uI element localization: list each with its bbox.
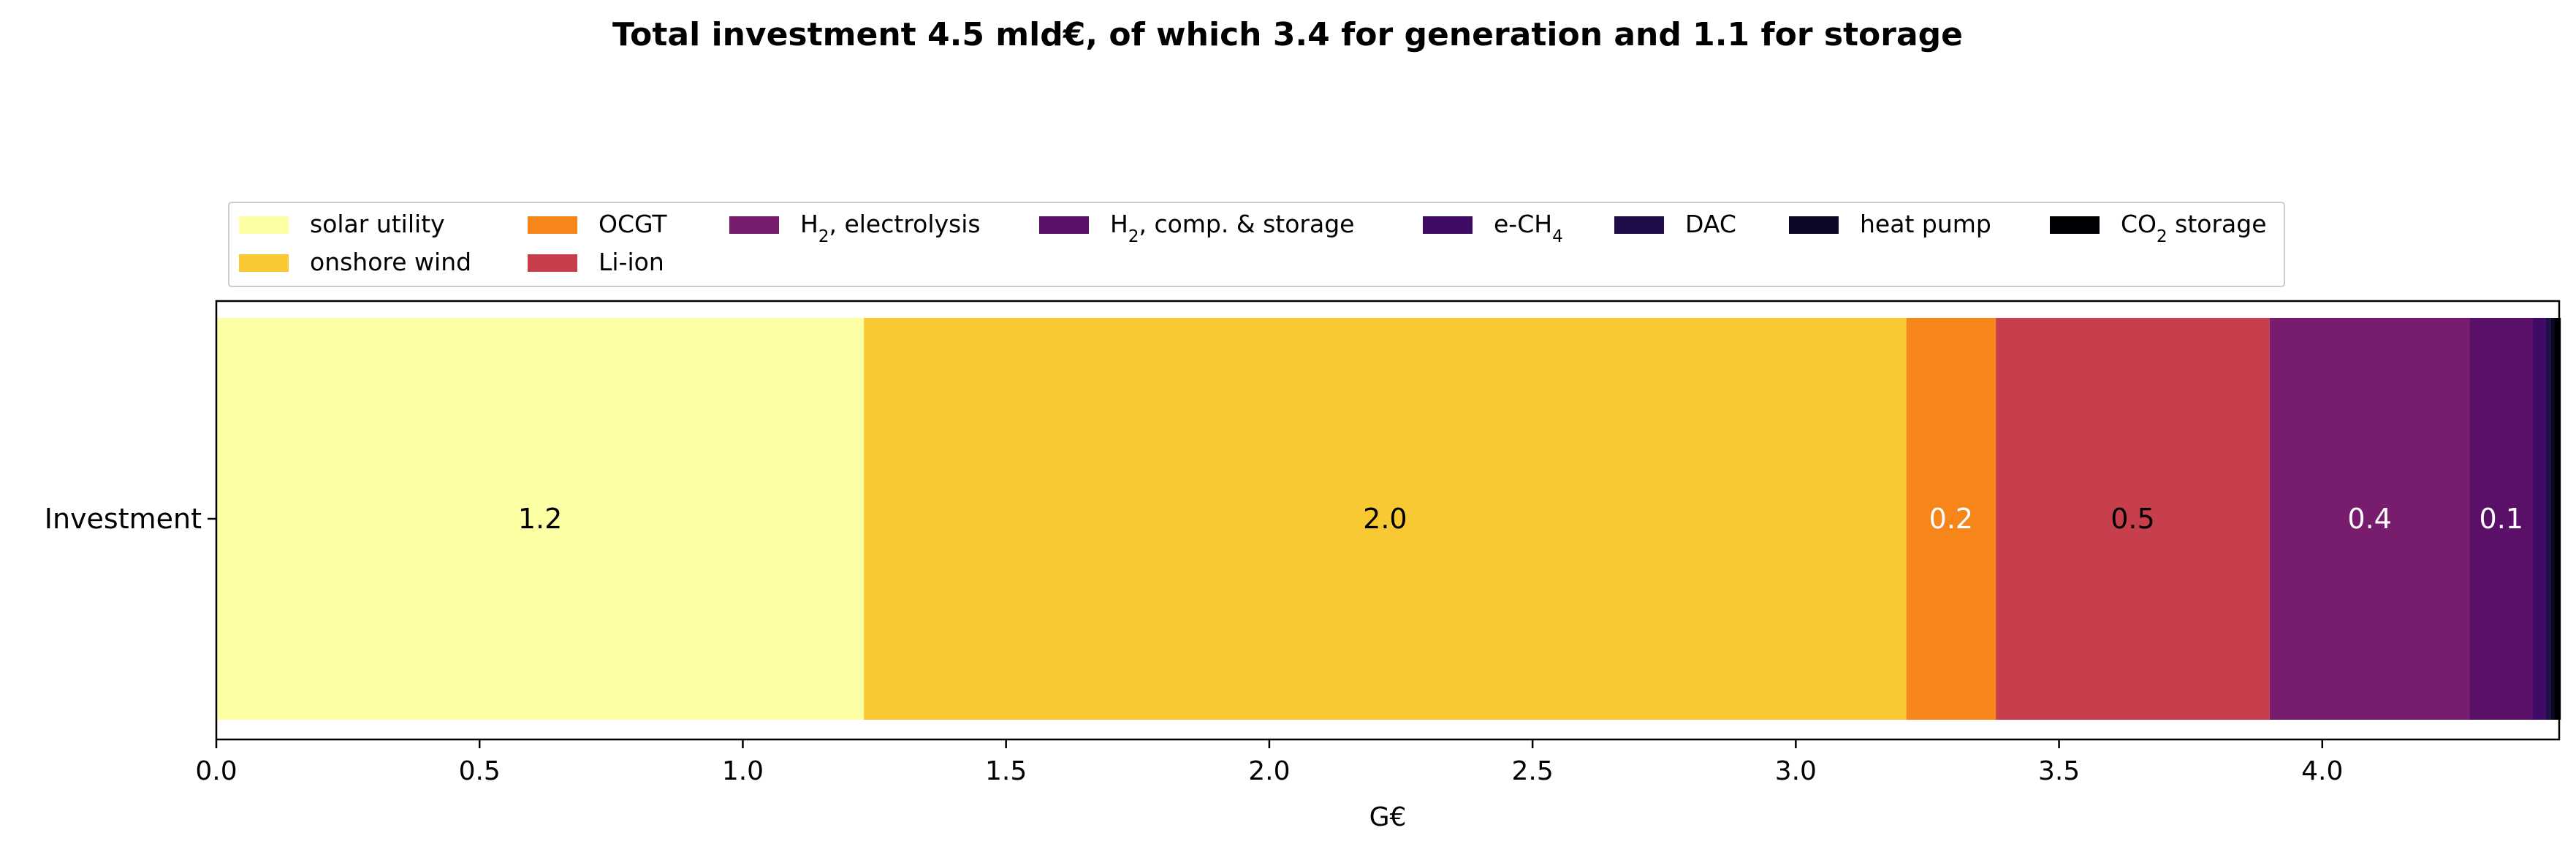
bar-segment-h2-comp-storage — [2469, 318, 2533, 720]
legend-swatch — [528, 254, 577, 272]
legend-swatch — [1614, 216, 1664, 234]
legend: solar utility onshore wind OCGT Li-ion H2, e… — [228, 202, 2285, 287]
legend-item-onshore-wind: onshore wind — [239, 248, 471, 276]
x-tick-label: 3.0 — [1775, 756, 1817, 786]
legend-item-e-ch4: e-CH4 — [1423, 210, 1563, 246]
plot-area: 1.2 2.0 0.2 0.5 0.4 0.1 0.0 0.5 1.0 1.5 2.0 2.5 3.0… — [45, 300, 2561, 832]
bar-segment-e-ch4 — [2532, 318, 2546, 720]
legend-swatch — [729, 216, 779, 234]
legend-item-h2-comp-storage: H2, comp. & storage — [1039, 210, 1354, 246]
legend-swatch — [528, 216, 577, 234]
x-tick-label: 1.0 — [722, 756, 764, 786]
legend-swatch — [1039, 216, 1089, 234]
bar-segment-dac — [2545, 318, 2550, 720]
data-label-li-ion: 0.5 — [2110, 503, 2154, 535]
legend-label: DAC — [1685, 210, 1736, 238]
legend-label: heat pump — [1860, 210, 1991, 238]
legend-swatch — [239, 254, 289, 272]
data-label-onshore-wind: 2.0 — [1363, 503, 1407, 535]
legend-item-ocgt: OCGT — [528, 210, 667, 238]
x-tick-label: 3.5 — [2038, 756, 2080, 786]
data-label-ocgt: 0.2 — [1929, 503, 1973, 535]
bar-segment-h2-electrolysis — [2269, 318, 2470, 720]
legend-item-heat-pump: heat pump — [1789, 210, 1991, 238]
bar-segment-li-ion — [1996, 318, 2270, 720]
x-tick-label: 1.5 — [985, 756, 1027, 786]
bar-segment-solar-utility — [216, 318, 865, 720]
x-tick-label: 0.0 — [195, 756, 237, 786]
legend-swatch — [239, 216, 289, 234]
legend-label: H2, electrolysis — [800, 210, 981, 246]
legend-label: onshore wind — [310, 248, 471, 276]
x-axis-label: G€ — [1369, 802, 1407, 832]
legend-label: e-CH4 — [1494, 210, 1563, 246]
y-tick-label: Investment — [45, 503, 202, 535]
legend-swatch — [1423, 216, 1473, 234]
legend-swatch — [2050, 216, 2100, 234]
bar-segment-ocgt — [1906, 318, 1996, 720]
data-label-h2-comp-storage: 0.1 — [2480, 503, 2523, 535]
x-tick-label: 0.5 — [459, 756, 501, 786]
legend-label: CO2 storage — [2121, 210, 2267, 246]
legend-label: H2, comp. & storage — [1110, 210, 1354, 246]
x-tick-label: 2.0 — [1248, 756, 1290, 786]
legend-item-co2-storage: CO2 storage — [2050, 210, 2267, 246]
x-tick-label: 2.5 — [1511, 756, 1553, 786]
chart-title: Total investment 4.5 mld€, of which 3.4 … — [612, 16, 1963, 53]
data-label-solar-utility: 1.2 — [518, 503, 562, 535]
legend-label: Li-ion — [599, 248, 664, 276]
bar-segment-co2-storage — [2554, 318, 2561, 720]
legend-label: solar utility — [310, 210, 445, 238]
bar-segment-onshore-wind — [864, 318, 1907, 720]
legend-item-li-ion: Li-ion — [528, 248, 664, 276]
data-label-h2-electrolysis: 0.4 — [2347, 503, 2391, 535]
legend-swatch — [1789, 216, 1839, 234]
legend-label: OCGT — [599, 210, 667, 238]
legend-item-h2-electrolysis: H2, electrolysis — [729, 210, 981, 246]
legend-item-solar-utility: solar utility — [239, 210, 445, 238]
legend-item-dac: DAC — [1614, 210, 1736, 238]
bar-segment-heat-pump — [2550, 318, 2555, 720]
x-tick-label: 4.0 — [2301, 756, 2343, 786]
axes-frame — [215, 300, 2561, 741]
